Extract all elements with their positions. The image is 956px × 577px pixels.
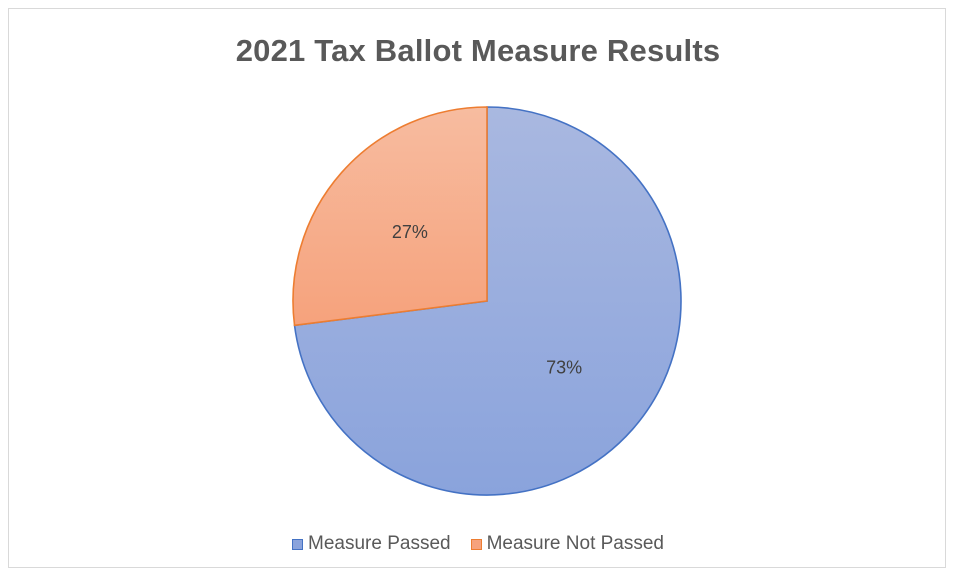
- legend-label-measure-passed: Measure Passed: [308, 533, 451, 554]
- chart-legend: Measure Passed Measure Not Passed: [0, 533, 956, 555]
- legend-swatch-measure-passed: [292, 538, 303, 550]
- legend-item-measure-passed: Measure Passed: [292, 533, 451, 555]
- legend-label-measure-not-passed: Measure Not Passed: [486, 533, 664, 554]
- data-label-measure-not-passed: 27%: [392, 222, 428, 242]
- pie-slice-measure-not-passed: [292, 106, 488, 327]
- legend-swatch-measure-not-passed: [470, 538, 482, 550]
- data-label-measure-passed: 73%: [546, 358, 582, 378]
- legend-item-measure-not-passed: Measure Not Passed: [470, 533, 664, 555]
- chart-title: 2021 Tax Ballot Measure Results: [235, 33, 721, 68]
